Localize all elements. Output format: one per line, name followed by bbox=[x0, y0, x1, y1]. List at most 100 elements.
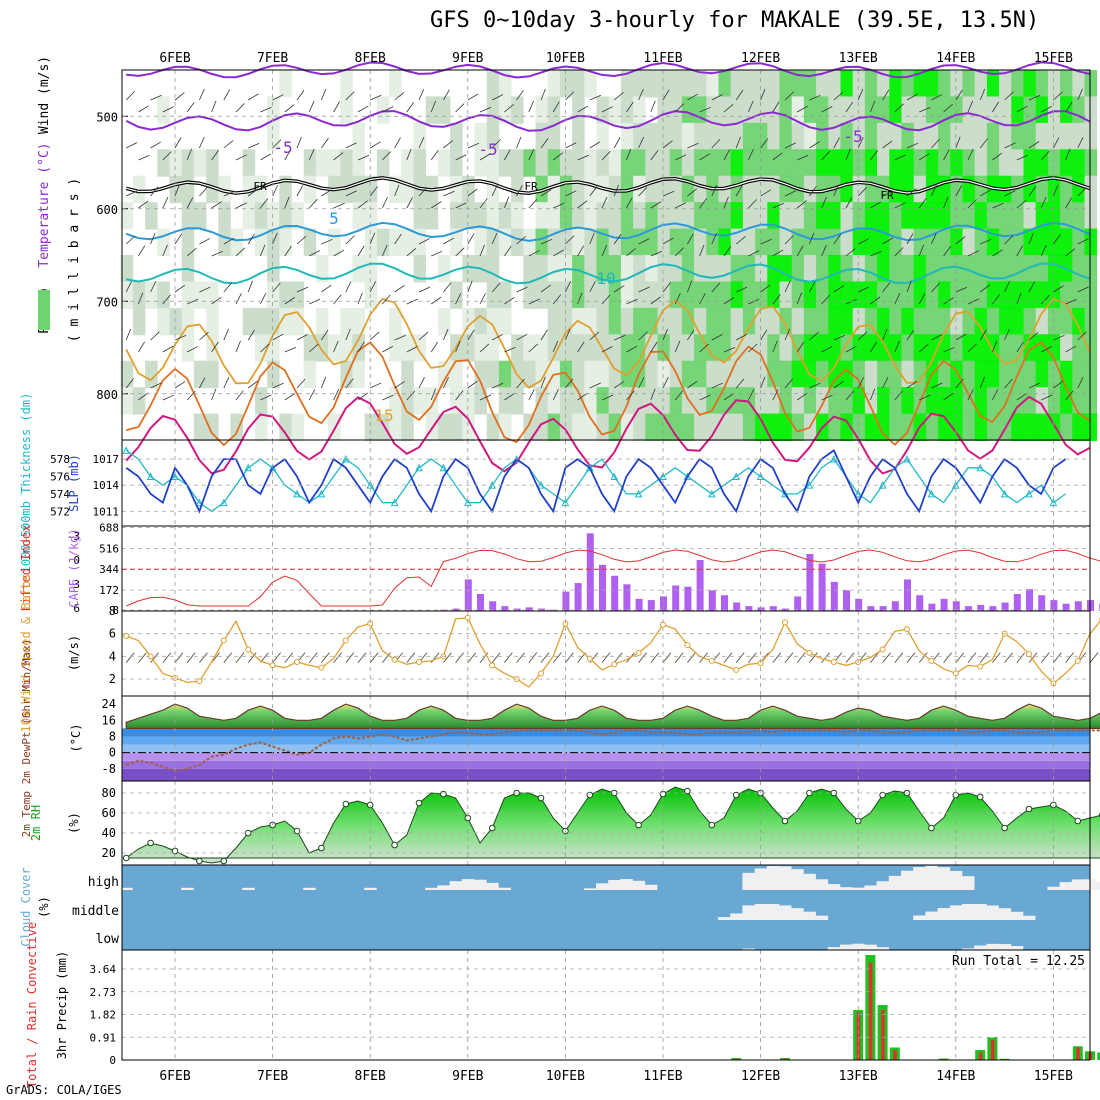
rh-cell bbox=[535, 334, 548, 362]
date-label-top: 14FEB bbox=[936, 51, 975, 66]
rh-point bbox=[928, 824, 935, 832]
wind-barb bbox=[650, 250, 662, 257]
rh-cell bbox=[889, 413, 902, 441]
wind-barb bbox=[821, 150, 831, 161]
cloud-high-bar bbox=[937, 867, 951, 890]
rh-cell bbox=[1035, 307, 1049, 336]
cloud-high-bar bbox=[181, 887, 194, 890]
date-label-bottom: 7FEB bbox=[257, 1069, 288, 1084]
rh-cell bbox=[877, 122, 890, 151]
rh-cell bbox=[864, 387, 878, 415]
surface-wind-barb bbox=[247, 652, 257, 663]
contour-label: -5 bbox=[273, 138, 292, 157]
wind-barb bbox=[674, 247, 685, 257]
wind-barb bbox=[882, 89, 890, 101]
wind-barb bbox=[467, 188, 478, 197]
wind-barb bbox=[321, 189, 332, 197]
date-label-top: 15FEB bbox=[1034, 51, 1073, 66]
rh-cell bbox=[1035, 334, 1049, 362]
rh-cell bbox=[206, 175, 219, 204]
wind-barb bbox=[199, 186, 208, 197]
wind-barb bbox=[784, 235, 794, 245]
rh-cell bbox=[974, 307, 988, 336]
rh-cell bbox=[535, 413, 548, 441]
wind-barb bbox=[894, 292, 901, 305]
wind-barb bbox=[736, 286, 748, 293]
wind-barb bbox=[491, 282, 501, 293]
wind-barb bbox=[272, 232, 278, 245]
rh-cell bbox=[584, 70, 597, 98]
cloud-low-bar bbox=[974, 945, 987, 950]
rh-tick-label: 20 bbox=[102, 846, 116, 860]
wind-barb bbox=[308, 148, 315, 161]
wind-barb bbox=[235, 202, 248, 209]
rh-cell bbox=[145, 202, 158, 230]
rh-cell bbox=[986, 334, 1000, 362]
wind-barb bbox=[577, 105, 589, 113]
rh-cell bbox=[1011, 387, 1024, 415]
wind-barb bbox=[894, 202, 906, 209]
thickness-point bbox=[1000, 489, 1009, 498]
rh-cell bbox=[242, 149, 256, 177]
wind-barb bbox=[638, 331, 648, 341]
temp-contour-5 bbox=[125, 221, 1091, 242]
surface-wind-barb bbox=[870, 652, 879, 663]
rh-cell bbox=[852, 70, 866, 98]
wind-barb bbox=[662, 377, 669, 389]
rh-cell bbox=[791, 202, 805, 230]
wind-barb bbox=[955, 136, 961, 149]
rh-cell bbox=[877, 70, 890, 98]
rh-cell bbox=[218, 228, 231, 256]
rh-cell bbox=[742, 228, 756, 256]
wind-barb bbox=[772, 101, 780, 113]
wind-barb bbox=[809, 186, 817, 197]
rh-cell bbox=[462, 334, 475, 362]
rh-cell bbox=[828, 413, 841, 441]
rh-cell bbox=[864, 175, 878, 204]
wind-barb bbox=[870, 296, 881, 305]
wind-barb bbox=[674, 293, 681, 305]
rh-cell bbox=[1084, 228, 1097, 256]
rh-cell bbox=[572, 202, 585, 230]
rh-cell bbox=[657, 360, 670, 389]
rh-point bbox=[879, 791, 886, 799]
rh-cell bbox=[279, 228, 292, 256]
temp-color-band bbox=[122, 728, 1090, 737]
rh-cell bbox=[1060, 149, 1073, 177]
rh-cell bbox=[938, 307, 951, 336]
rh-cell bbox=[828, 281, 841, 309]
rh-cell bbox=[730, 413, 744, 441]
rh-cell bbox=[925, 307, 939, 336]
wind-barb bbox=[992, 152, 1003, 161]
rh-cell bbox=[1047, 96, 1061, 124]
rh-cell bbox=[608, 360, 622, 389]
wind-barb bbox=[638, 238, 650, 245]
wind-barb bbox=[735, 378, 745, 389]
wind-barb bbox=[138, 105, 149, 113]
rh-cell bbox=[511, 334, 524, 362]
wind-barb bbox=[650, 341, 658, 353]
rh-cell bbox=[596, 255, 609, 283]
surface-wind-barb bbox=[894, 652, 904, 663]
wind-barb bbox=[809, 141, 820, 149]
rh-cell bbox=[352, 149, 365, 177]
cape-bar bbox=[1026, 589, 1033, 611]
wind-barb bbox=[247, 188, 259, 197]
wind-barb bbox=[528, 250, 540, 257]
rh-cell bbox=[852, 149, 866, 177]
rh-cell bbox=[755, 387, 768, 415]
rh-cell bbox=[535, 387, 548, 415]
rh-cell bbox=[523, 413, 536, 441]
wind-barb bbox=[601, 394, 614, 401]
ylabel-precip-type: Total / Rain Convective bbox=[25, 922, 39, 1088]
cape-bar bbox=[611, 575, 619, 611]
wind-barb bbox=[174, 381, 186, 389]
rh-cell bbox=[572, 334, 585, 362]
rh-cell bbox=[450, 228, 463, 256]
rh-cell bbox=[694, 360, 707, 389]
cloud-high-bar bbox=[583, 888, 597, 890]
wind-barb bbox=[174, 137, 182, 149]
rh-cell bbox=[620, 334, 634, 362]
wind-barb bbox=[711, 232, 717, 245]
ylabel-pressure: ( m i l l i b a r s ) bbox=[67, 178, 82, 342]
